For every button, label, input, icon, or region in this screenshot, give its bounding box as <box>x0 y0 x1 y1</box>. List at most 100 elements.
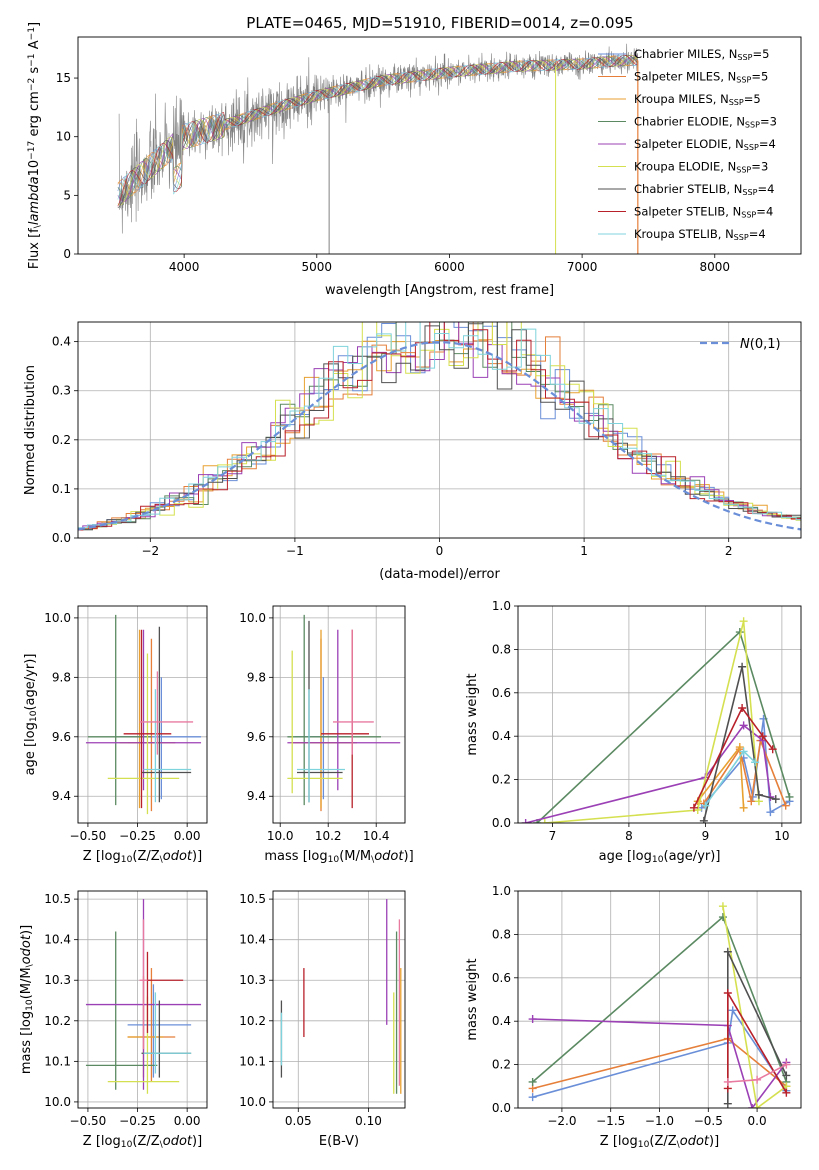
axes-frame <box>77 890 208 1109</box>
histogram-line-7 <box>78 322 801 531</box>
panel-mass-Z: −0.50 −0.25 0.00 10.0 10.1 10.2 10.3 10.4 10.5 Z … <box>19 890 208 1150</box>
y-axis-label: mass [log10(M/M\odot)] <box>19 925 35 1074</box>
y-tick-label: 0 <box>63 247 71 261</box>
weight-marker <box>528 1077 537 1086</box>
panel-weight-age: 7 8 9 10 0.0 0.2 0.4 0.6 0.8 1.0 age [log10(age/yr… <box>465 599 802 865</box>
weight-marker <box>739 617 748 626</box>
weight-line-5 <box>544 621 760 823</box>
legend-entry: Kroupa ELODIE, NSSP=3 <box>634 160 768 175</box>
y-axis-label: Flux [f\lambda10−17 erg cm−2 s−1 A−1] <box>27 22 43 269</box>
y-tick-label: 10.5 <box>239 892 266 906</box>
histogram-line-4 <box>78 322 801 529</box>
plot-area-weight-Z <box>528 902 791 1108</box>
y-tick-label: 10.4 <box>239 933 266 947</box>
x-tick-label: 10.4 <box>363 829 390 843</box>
y-tick-label: 0.2 <box>52 433 71 447</box>
y-tick-label: 10.2 <box>239 1014 266 1028</box>
plot-area-weight-age <box>521 617 794 823</box>
y-tick-label: 10.5 <box>44 892 71 906</box>
x-tick-label: 10 <box>774 829 789 843</box>
weight-marker <box>528 1093 537 1102</box>
x-tick-label: 0.05 <box>285 1114 312 1128</box>
model-line-8 <box>117 54 638 200</box>
y-tick-label: 9.6 <box>247 730 266 744</box>
plot-area-age-mass <box>287 614 401 812</box>
y-tick-label: 9.8 <box>52 670 71 684</box>
y-tick-label: 0.0 <box>492 1101 511 1115</box>
weight-marker <box>751 758 760 767</box>
y-tick-label: 0.0 <box>492 816 511 830</box>
y-tick-label: 15 <box>56 71 71 85</box>
weight-line-7 <box>693 706 774 809</box>
x-axis-label: age [log10(age/yr)] <box>599 849 721 865</box>
weight-marker <box>738 662 747 671</box>
y-tick-label: 0.2 <box>492 1058 511 1072</box>
weight-marker <box>723 1099 732 1108</box>
plot-area-spectrum <box>117 43 639 254</box>
y-tick-label: 0.4 <box>52 335 71 349</box>
y-tick-label: 5 <box>63 188 71 202</box>
x-tick-label: −1 <box>286 544 304 558</box>
legend-entry: Kroupa STELIB, NSSP=4 <box>634 227 766 242</box>
panel-spectrum: 4000 5000 6000 7000 8000 0 5 10 15 Chabrier MILES… <box>27 22 802 298</box>
model-line-4 <box>117 54 638 203</box>
x-tick-label: −0.5 <box>694 1114 723 1128</box>
model-line-7 <box>117 54 638 207</box>
y-tick-label: 0.4 <box>492 729 511 743</box>
y-axis-label: age [log10(age/yr)] <box>23 654 39 776</box>
x-tick-label: −0.50 <box>70 1114 107 1128</box>
axes-frame <box>272 605 406 824</box>
weight-line-0 <box>532 1008 788 1098</box>
y-tick-label: 0.6 <box>492 686 511 700</box>
x-tick-label: 0.00 <box>174 829 201 843</box>
y-tick-label: 10.1 <box>239 1054 266 1068</box>
normal-curve <box>78 341 801 531</box>
y-axis-label: mass weight <box>465 958 480 1040</box>
legend-entry: Kroupa MILES, NSSP=5 <box>634 92 761 107</box>
figure-title: PLATE=0465, MJD=51910, FIBERID=0014, z=0… <box>246 14 633 32</box>
x-tick-label: 0.00 <box>174 1114 201 1128</box>
weight-marker <box>528 1015 537 1024</box>
weight-line-4 <box>722 906 787 1108</box>
y-tick-label: 9.4 <box>52 789 71 803</box>
y-tick-label: 1.0 <box>492 599 511 613</box>
x-tick-label: −1.0 <box>645 1114 674 1128</box>
x-tick-label: 9 <box>702 829 710 843</box>
weight-marker <box>699 816 708 823</box>
model-line-5 <box>117 54 638 206</box>
panel-age-mass: 10.0 10.2 10.4 9.4 9.6 9.8 10.0 mass [log10(M/M… <box>239 605 414 865</box>
x-tick-label: −2.0 <box>547 1114 576 1128</box>
x-axis-label: Z [log10(Z/Z\odot)] <box>83 849 202 865</box>
weight-marker <box>521 819 530 823</box>
y-axis-label: mass weight <box>465 673 480 755</box>
x-tick-label: 7000 <box>567 260 598 274</box>
weight-line-6 <box>703 666 776 821</box>
x-tick-label: 4000 <box>169 260 200 274</box>
weight-marker <box>753 1075 762 1084</box>
y-tick-label: 0.8 <box>492 927 511 941</box>
weight-marker <box>771 795 780 804</box>
y-tick-label: 10.2 <box>44 1014 71 1028</box>
y-tick-label: 0.0 <box>52 531 71 545</box>
x-tick-label: 1 <box>580 544 588 558</box>
y-tick-label: 9.4 <box>247 789 266 803</box>
x-axis-label: E(B-V) <box>319 1134 359 1149</box>
y-tick-label: 10.0 <box>239 1095 266 1109</box>
x-axis-label: Z [log10(Z/Z\odot)] <box>83 1134 202 1150</box>
x-tick-label: 8000 <box>699 260 730 274</box>
x-tick-label: −2 <box>141 544 159 558</box>
weight-marker <box>766 808 775 817</box>
weight-marker <box>768 745 777 754</box>
weight-marker <box>718 913 727 922</box>
weight-marker <box>782 1060 791 1069</box>
weight-marker <box>739 803 748 812</box>
y-tick-label: 10.0 <box>44 611 71 625</box>
legend-entry: Chabrier ELODIE, NSSP=3 <box>634 115 777 130</box>
legend-entry: Salpeter ELODIE, NSSP=4 <box>634 137 776 152</box>
axes-frame <box>517 605 802 824</box>
x-axis-label: mass [log10(M/M\odot)] <box>264 849 413 865</box>
x-tick-label: 10.2 <box>315 829 342 843</box>
y-tick-label: 10 <box>56 130 71 144</box>
weight-marker <box>739 721 748 730</box>
plot-area-mass-Z <box>85 899 202 1094</box>
